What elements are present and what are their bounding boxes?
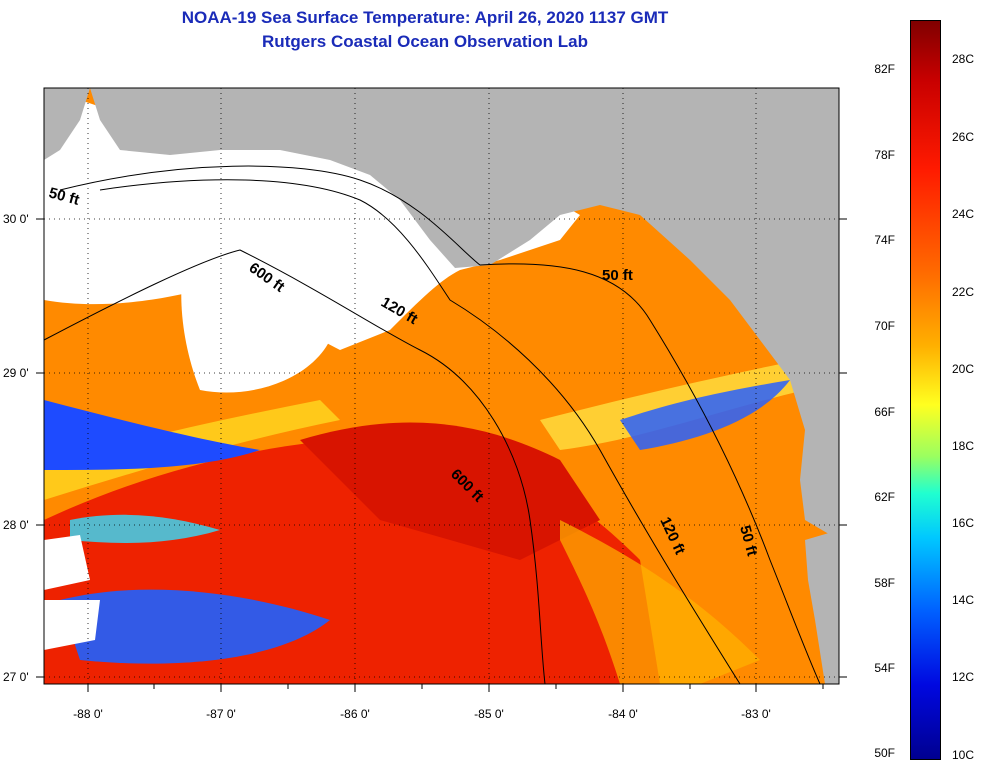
lat-label: 30 0': [3, 212, 29, 226]
contour-label-50ft-east: 50 ft: [602, 267, 633, 284]
map-frame: [43, 87, 840, 685]
lon-label: -84 0': [608, 707, 638, 721]
contour-50ft: [59, 165, 821, 684]
lon-label: -85 0': [474, 707, 504, 721]
colorbar-label-f: 70F: [874, 319, 895, 333]
colorbar-label-f: 54F: [874, 661, 895, 675]
temperature-colorbar: [910, 20, 941, 760]
lon-label: -83 0': [741, 707, 771, 721]
cool-patch-south: [60, 589, 330, 664]
cloud-cover-west: [181, 240, 330, 393]
colorbar-label-c: 24C: [952, 207, 975, 221]
colorbar-label-c: 12C: [952, 670, 975, 684]
cool-patch-cyan: [70, 514, 220, 543]
cool-patch-west: [44, 400, 260, 470]
lon-label: -86 0': [340, 707, 370, 721]
land-mass: [90, 88, 839, 540]
colorbar-label-c: 26C: [952, 130, 975, 144]
colorbar-label-c: 14C: [952, 593, 975, 607]
axis-ticks: [36, 218, 847, 692]
colorbar-label-f: 82F: [874, 62, 895, 76]
land-mass-southeast: [805, 530, 839, 684]
colorbar-label-c: 16C: [952, 516, 975, 530]
map-title: NOAA-19 Sea Surface Temperature: April 2…: [181, 8, 669, 27]
land-mass-west: [44, 88, 90, 160]
cloud-patch-sw: [44, 600, 100, 650]
colorbar-label-c: 10C: [952, 748, 975, 762]
contour-600ft: [44, 249, 546, 684]
colorbar-label-f: 78F: [874, 148, 895, 162]
lon-label: -88 0': [73, 707, 103, 721]
colorbar-label-f: 50F: [874, 746, 895, 760]
colorbar-label-f: 66F: [874, 405, 895, 419]
colorbar-label-c: 18C: [952, 439, 975, 453]
colorbar-label-c: 20C: [952, 362, 975, 376]
cloud-patch-west: [44, 535, 90, 590]
contour-120ft: [99, 179, 741, 684]
shelf-band-east: [560, 520, 760, 684]
lat-label: 29 0': [3, 366, 29, 380]
colorbar-label-c: 28C: [952, 52, 975, 66]
colorbar-label-f: 62F: [874, 490, 895, 504]
colorbar-label-f: 58F: [874, 576, 895, 590]
colorbar-label-c: 22C: [952, 285, 975, 299]
colorbar-label-f: 74F: [874, 233, 895, 247]
lat-label: 27 0': [3, 670, 29, 684]
lon-label: -87 0': [206, 707, 236, 721]
warm-core: [300, 422, 600, 560]
lat-label: 28 0': [3, 518, 29, 532]
map-subtitle: Rutgers Coastal Ocean Observation Lab: [262, 32, 588, 51]
